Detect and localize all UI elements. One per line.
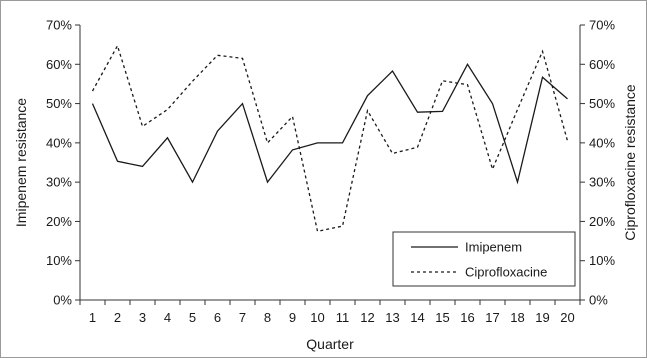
x-tick-label: 11 xyxy=(336,310,350,325)
x-tick-label: 8 xyxy=(264,310,271,325)
right-y-tick-label: 20% xyxy=(589,214,615,229)
left-y-tick-label: 10% xyxy=(46,253,72,268)
x-tick-label: 20 xyxy=(560,310,574,325)
left-y-tick-label: 50% xyxy=(46,96,72,111)
series-line-imipenem xyxy=(93,64,568,182)
x-tick-label: 13 xyxy=(385,310,399,325)
left-y-tick-label: 30% xyxy=(46,175,72,190)
legend-label-imipenem: Imipenem xyxy=(465,240,522,255)
x-tick-label: 19 xyxy=(535,310,549,325)
right-y-tick-label: 40% xyxy=(589,135,615,150)
right-y-tick-label: 60% xyxy=(589,57,615,72)
right-y-axis-title: Ciprofloxacine resistance xyxy=(622,84,638,241)
x-tick-label: 5 xyxy=(189,310,196,325)
right-y-tick-label: 30% xyxy=(589,175,615,190)
x-tick-label: 6 xyxy=(214,310,221,325)
x-tick-label: 7 xyxy=(239,310,246,325)
left-y-tick-label: 70% xyxy=(46,18,72,33)
left-y-axis-title: Imipenem resistance xyxy=(13,98,29,227)
right-y-tick-label: 70% xyxy=(589,18,615,33)
series-lines xyxy=(92,46,567,232)
right-y-tick-label: 50% xyxy=(589,96,615,111)
right-y-tick-label: 10% xyxy=(589,253,615,268)
x-tick-label: 10 xyxy=(310,310,324,325)
x-tick-label: 9 xyxy=(289,310,296,325)
x-tick-label: 18 xyxy=(510,310,524,325)
left-y-tick-label: 20% xyxy=(46,214,72,229)
legend-label-ciprofloxacine: Ciprofloxacine xyxy=(465,265,547,280)
x-tick-label: 3 xyxy=(139,310,146,325)
x-tick-label: 12 xyxy=(360,310,374,325)
x-tick-label: 15 xyxy=(435,310,449,325)
x-tick-label: 4 xyxy=(164,310,171,325)
legend: Imipenem Ciprofloxacine xyxy=(393,232,575,286)
x-tick-label: 1 xyxy=(89,310,96,325)
series-line-ciprofloxacine xyxy=(93,46,568,232)
x-axis-title: Quarter xyxy=(306,336,354,352)
x-tick-label: 14 xyxy=(410,310,424,325)
x-tick-label: 17 xyxy=(485,310,499,325)
left-y-tick-label: 60% xyxy=(46,57,72,72)
right-y-tick-label: 0% xyxy=(589,293,608,308)
left-y-tick-label: 0% xyxy=(53,293,72,308)
left-y-tick-label: 40% xyxy=(46,135,72,150)
x-tick-label: 2 xyxy=(114,310,121,325)
x-tick-label: 16 xyxy=(460,310,474,325)
